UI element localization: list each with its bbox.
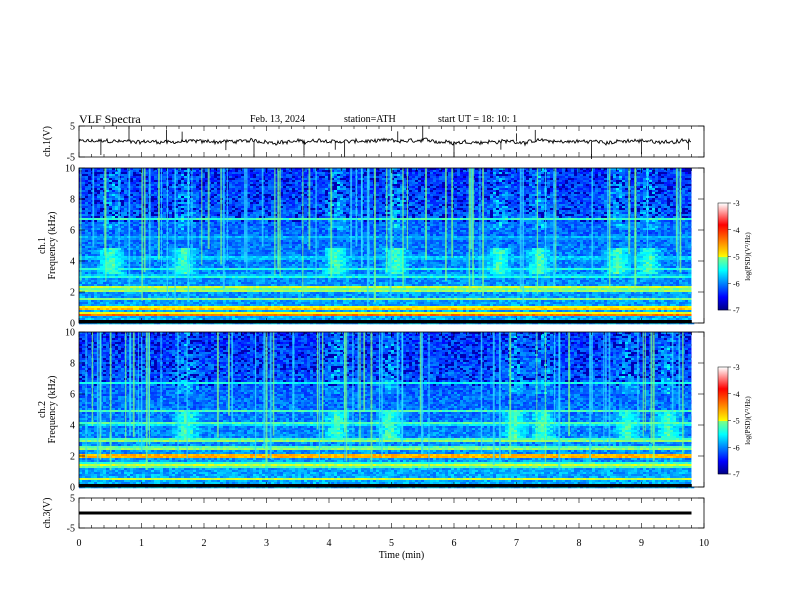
- ch1-spectrogram-cbar-tick--5: -5: [733, 253, 740, 262]
- date-label: Feb. 13, 2024: [250, 114, 305, 125]
- ch1-spectrogram-colorbar: [717, 202, 729, 311]
- x-tick-3: 3: [264, 538, 269, 549]
- ch1-spectrogram-cbar-tick--6: -6: [733, 279, 740, 288]
- ch1-spectrogram-ytick-6: 6: [70, 226, 75, 237]
- ch1-spectrogram-ytick-0: 0: [70, 319, 75, 330]
- ch2-spectrogram-cbar-tick--6: -6: [733, 443, 740, 452]
- chart-title: VLF Spectra: [79, 112, 141, 127]
- ch2-spectrogram-ylabel-0: ch.2: [37, 401, 48, 418]
- station-label: station=ATH: [344, 114, 396, 125]
- x-tick-7: 7: [514, 538, 519, 549]
- ch1-spectrogram-ytick-10: 10: [65, 164, 75, 175]
- ch1-spectrogram-ytick-2: 2: [70, 288, 75, 299]
- ch2-spectrogram-ytick-8: 8: [70, 359, 75, 370]
- x-tick-5: 5: [389, 538, 394, 549]
- x-tick-2: 2: [202, 538, 207, 549]
- ch2-spectrogram-cbar-tick--4: -4: [733, 390, 740, 399]
- ch3-waveform-trace: [79, 511, 692, 515]
- ch3-ytick-5: 5: [70, 494, 75, 505]
- ch2-spectrogram-cbar-label: log(PSD)(V²/Hz): [744, 396, 752, 445]
- ch2-spectrogram-cbar-tick--3: -3: [733, 363, 740, 372]
- ch1-spectrogram-ylabel-0: ch.1: [37, 237, 48, 254]
- ch2-spectrogram-cbar-tick--5: -5: [733, 417, 740, 426]
- x-tick-4: 4: [327, 538, 332, 549]
- ch2-spectrogram-ytick-2: 2: [70, 452, 75, 463]
- ch1-waveform-trace: [78, 137, 691, 147]
- ch1-spectrogram-ytick-8: 8: [70, 195, 75, 206]
- ch1-spectrogram-cbar-label: log(PSD)(V²/Hz): [744, 232, 752, 281]
- x-tick-9: 9: [639, 538, 644, 549]
- ch2-spectrogram-image: [79, 332, 704, 489]
- ch1-spectrogram-cbar-tick--3: -3: [733, 199, 740, 208]
- x-tick-6: 6: [452, 538, 457, 549]
- x-tick-8: 8: [577, 538, 582, 549]
- ch1-spectrogram-image: [79, 168, 704, 325]
- ch2-spectrogram-colorbar: [717, 366, 729, 475]
- ch2-spectrogram-ytick-0: 0: [70, 483, 75, 494]
- ch1-ylabel-0: ch.1(V): [42, 126, 53, 157]
- ch1-spectrogram-cbar-tick--4: -4: [733, 226, 740, 235]
- ch2-spectrogram-ytick-4: 4: [70, 421, 75, 432]
- x-axis-label: Time (min): [379, 550, 424, 561]
- x-tick-10: 10: [699, 538, 709, 549]
- ch2-spectrogram-cbar-tick--7: -7: [733, 470, 740, 479]
- ch1-spectrogram-ylabel-1: Frequency (kHz): [47, 211, 58, 279]
- ch2-spectrogram-ylabel-1: Frequency (kHz): [47, 375, 58, 443]
- ch2-spectrogram-ytick-6: 6: [70, 390, 75, 401]
- start-ut-label: start UT = 18: 10: 1: [438, 114, 517, 125]
- ch3-ylabel-0: ch.3(V): [42, 498, 53, 529]
- ch3-ytick--5: -5: [67, 524, 75, 535]
- x-tick-1: 1: [139, 538, 144, 549]
- ch1-ytick--5: -5: [67, 153, 75, 164]
- x-tick-0: 0: [77, 538, 82, 549]
- ch1-ytick-5: 5: [70, 122, 75, 133]
- ch2-spectrogram-ytick-10: 10: [65, 328, 75, 339]
- ch1-spectrogram-cbar-tick--7: -7: [733, 306, 740, 315]
- ch1-spectrogram-ytick-4: 4: [70, 257, 75, 268]
